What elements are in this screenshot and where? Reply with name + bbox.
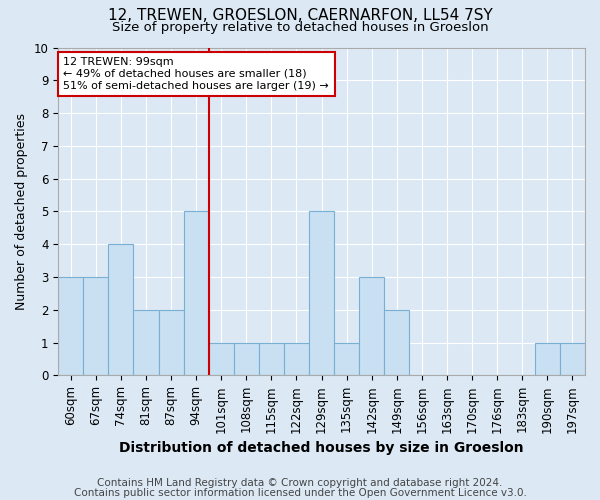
Bar [234, 342, 259, 376]
Text: 12, TREWEN, GROESLON, CAERNARFON, LL54 7SY: 12, TREWEN, GROESLON, CAERNARFON, LL54 7… [107, 8, 493, 22]
X-axis label: Distribution of detached houses by size in Groeslon: Distribution of detached houses by size … [119, 441, 524, 455]
Text: Contains HM Land Registry data © Crown copyright and database right 2024.: Contains HM Land Registry data © Crown c… [97, 478, 503, 488]
Bar [334, 342, 359, 376]
Bar [109, 244, 133, 376]
Text: 12 TREWEN: 99sqm
← 49% of detached houses are smaller (18)
51% of semi-detached : 12 TREWEN: 99sqm ← 49% of detached house… [64, 58, 329, 90]
Bar [209, 342, 234, 376]
Bar [384, 310, 409, 376]
Bar [259, 342, 284, 376]
Bar [359, 277, 384, 376]
Bar [133, 310, 158, 376]
Y-axis label: Number of detached properties: Number of detached properties [15, 113, 28, 310]
Bar [83, 277, 109, 376]
Bar [309, 212, 334, 376]
Bar [535, 342, 560, 376]
Bar [158, 310, 184, 376]
Text: Size of property relative to detached houses in Groeslon: Size of property relative to detached ho… [112, 21, 488, 34]
Bar [560, 342, 585, 376]
Text: Contains public sector information licensed under the Open Government Licence v3: Contains public sector information licen… [74, 488, 526, 498]
Bar [184, 212, 209, 376]
Bar [58, 277, 83, 376]
Bar [284, 342, 309, 376]
